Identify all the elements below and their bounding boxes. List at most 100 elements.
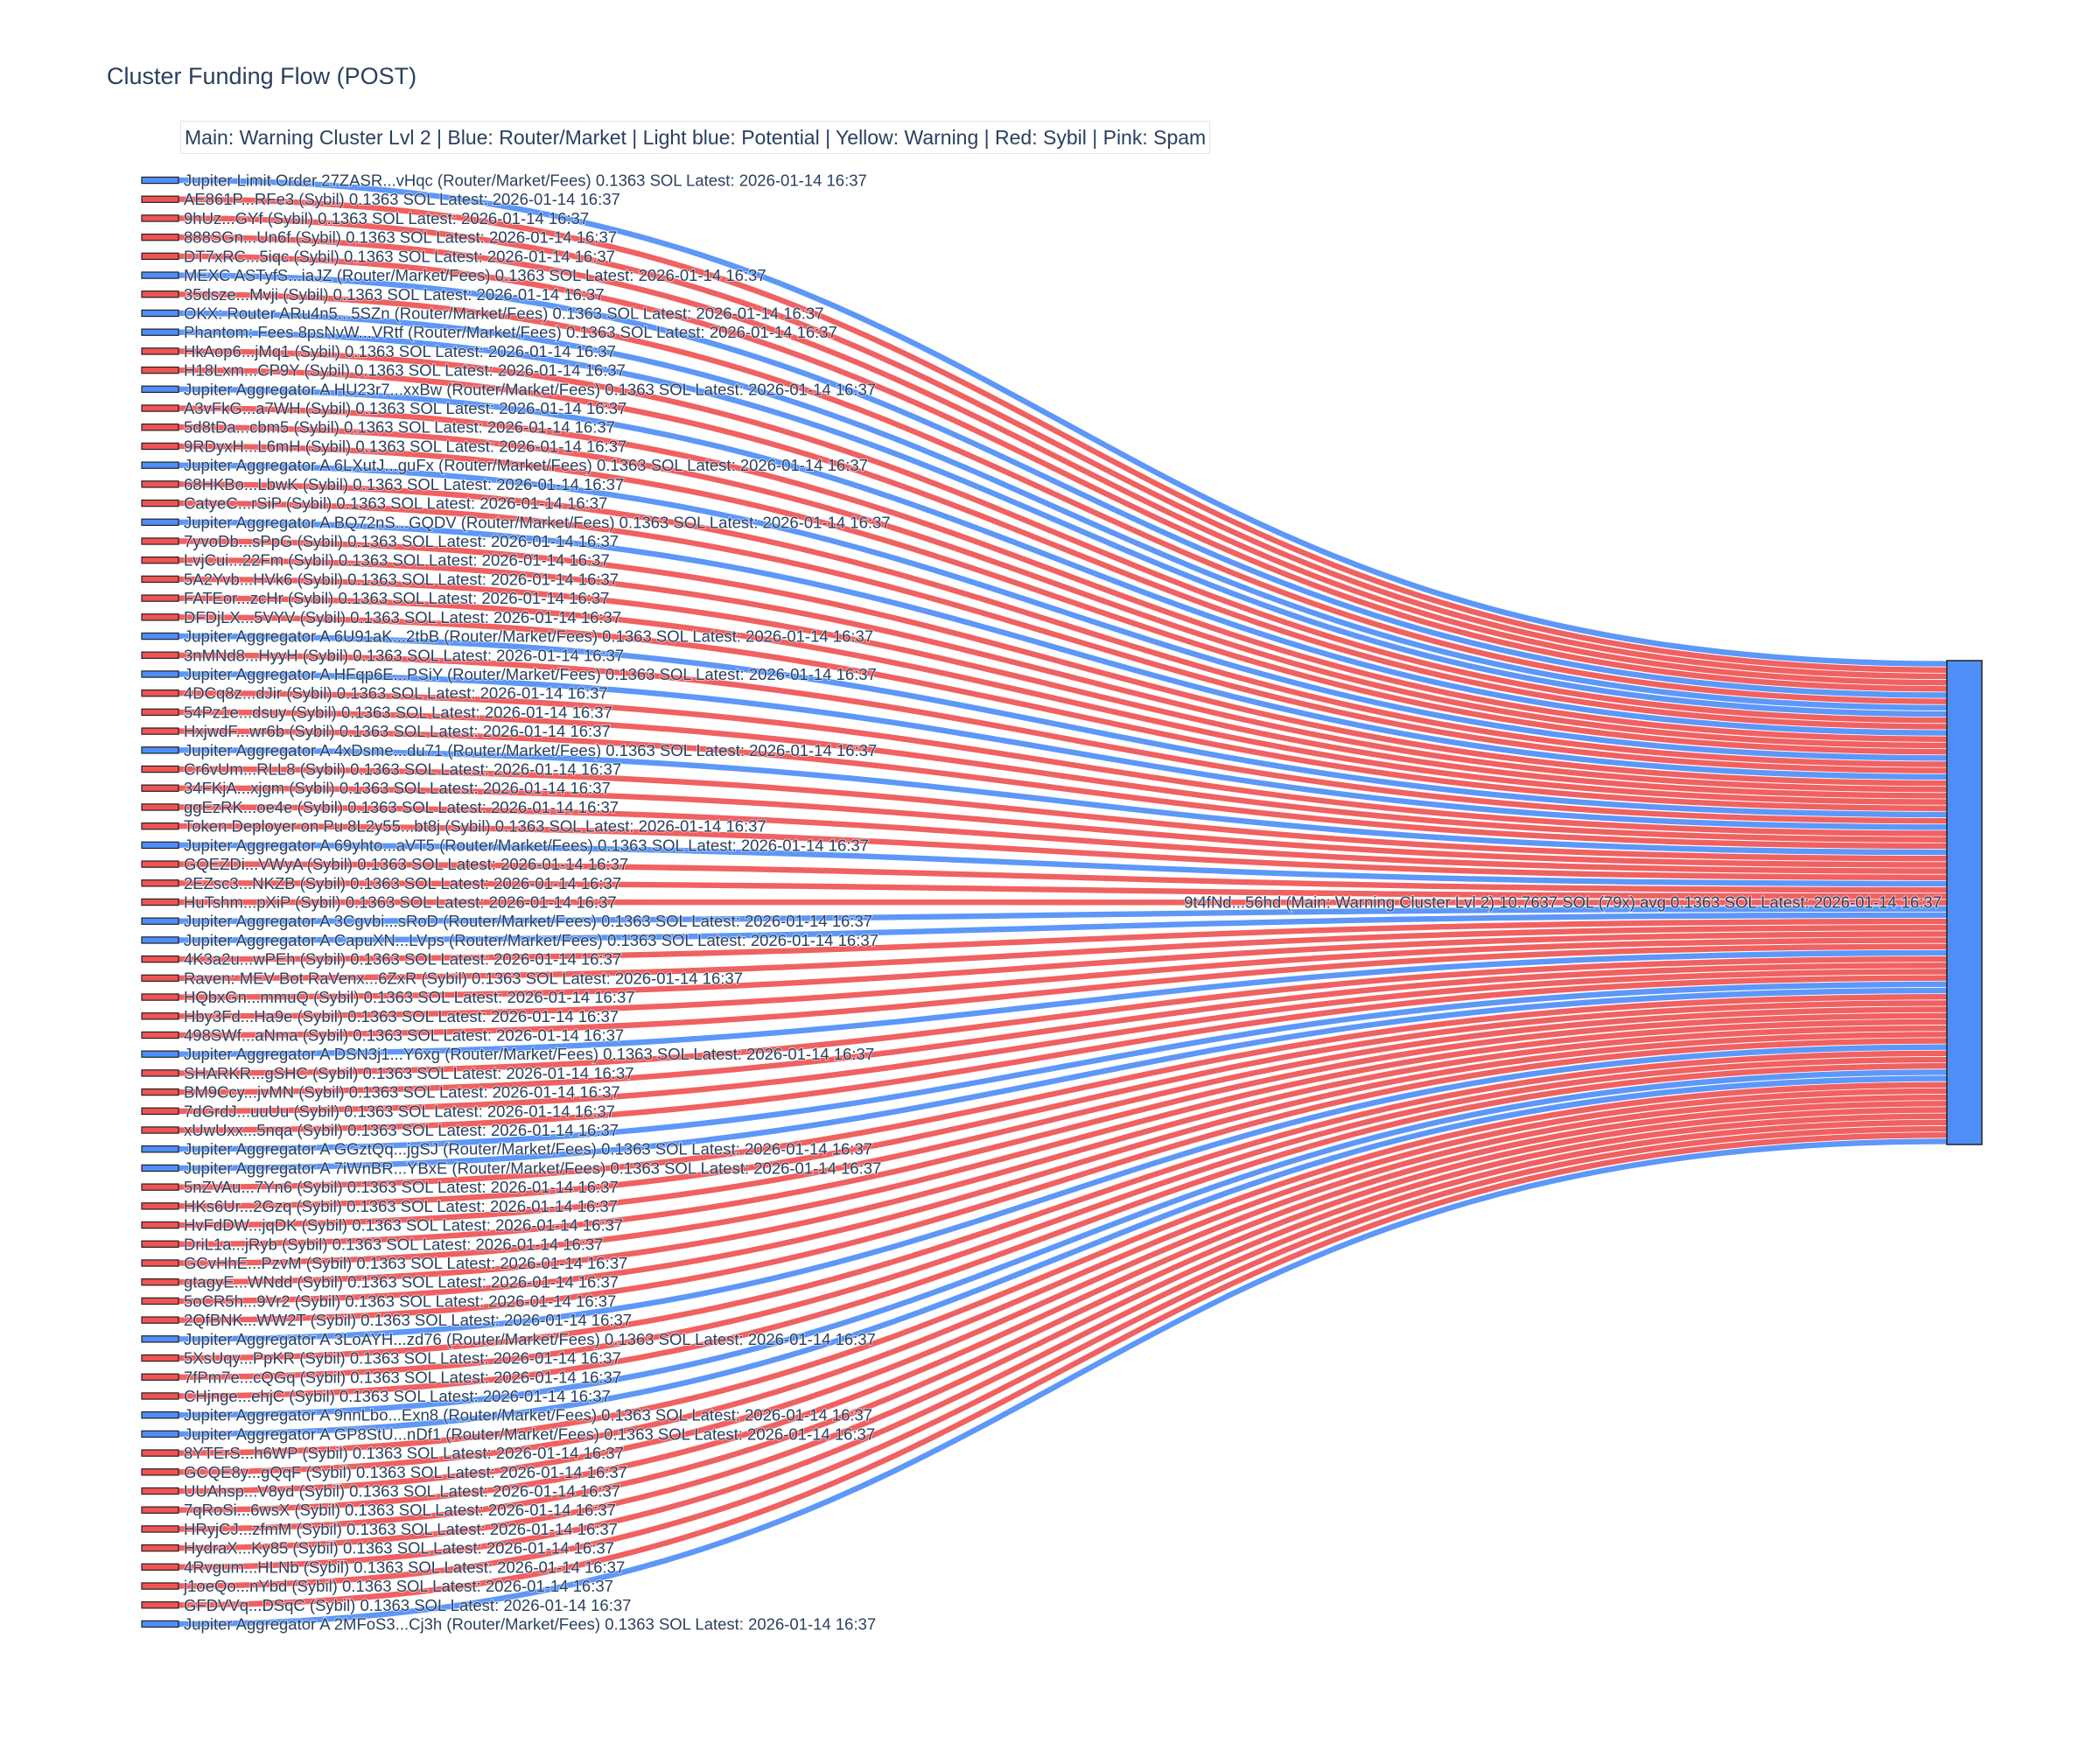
- source-node[interactable]: [141, 1316, 179, 1324]
- source-node[interactable]: [141, 1259, 179, 1267]
- flow-link[interactable]: [178, 386, 1948, 736]
- source-node[interactable]: [141, 727, 179, 735]
- source-node[interactable]: [141, 1468, 179, 1476]
- source-node[interactable]: [141, 309, 179, 318]
- flow-link[interactable]: [178, 633, 1948, 818]
- source-node[interactable]: [141, 1487, 179, 1495]
- source-node[interactable]: [141, 632, 179, 640]
- source-node[interactable]: [141, 670, 179, 678]
- flow-link[interactable]: [178, 861, 1948, 893]
- source-node[interactable]: [141, 1297, 179, 1306]
- source-node[interactable]: [141, 1410, 179, 1419]
- source-node[interactable]: [141, 233, 179, 242]
- flow-link[interactable]: [178, 462, 1948, 761]
- flow-link[interactable]: [178, 1113, 1948, 1551]
- flow-link[interactable]: [178, 652, 1948, 824]
- source-node[interactable]: [141, 537, 179, 545]
- flow-link[interactable]: [178, 538, 1948, 787]
- source-node[interactable]: [141, 195, 179, 203]
- source-node[interactable]: [141, 784, 179, 792]
- source-node[interactable]: [141, 613, 179, 621]
- source-node[interactable]: [141, 822, 179, 830]
- flow-link[interactable]: [178, 481, 1948, 767]
- source-node[interactable]: [141, 499, 179, 508]
- flow-link[interactable]: [178, 822, 1948, 880]
- source-node[interactable]: [141, 480, 179, 488]
- source-node[interactable]: [141, 1240, 179, 1248]
- flow-link[interactable]: [178, 766, 1948, 862]
- flow-link[interactable]: [178, 1038, 1948, 1323]
- flow-link[interactable]: [178, 253, 1948, 692]
- source-node[interactable]: [141, 955, 179, 963]
- flow-link[interactable]: [178, 595, 1948, 805]
- flow-link[interactable]: [178, 1107, 1948, 1532]
- flow-link[interactable]: [178, 962, 1948, 1096]
- flow-link[interactable]: [178, 443, 1948, 755]
- source-node[interactable]: [141, 1601, 179, 1609]
- flow-link[interactable]: [178, 937, 1948, 1019]
- flow-link[interactable]: [178, 1050, 1948, 1362]
- source-node[interactable]: [141, 328, 179, 336]
- source-node[interactable]: [141, 556, 179, 564]
- flow-link[interactable]: [178, 994, 1948, 1190]
- flow-link[interactable]: [178, 1119, 1948, 1571]
- flow-link[interactable]: [178, 906, 1948, 924]
- source-node[interactable]: [141, 1031, 179, 1040]
- source-node[interactable]: [141, 424, 179, 431]
- source-node[interactable]: [141, 1278, 179, 1286]
- source-node[interactable]: [141, 1202, 179, 1210]
- source-node[interactable]: [141, 442, 179, 451]
- flow-link[interactable]: [178, 234, 1948, 686]
- source-node[interactable]: [141, 841, 179, 850]
- source-node[interactable]: [141, 1221, 179, 1229]
- source-node[interactable]: [141, 271, 179, 279]
- flow-link[interactable]: [178, 500, 1948, 774]
- source-node[interactable]: [141, 689, 179, 697]
- flow-link[interactable]: [178, 1012, 1948, 1247]
- source-node[interactable]: [141, 1430, 179, 1438]
- flow-link[interactable]: [178, 291, 1948, 704]
- flow-link[interactable]: [178, 899, 1948, 906]
- flow-link[interactable]: [178, 842, 1948, 887]
- flow-link[interactable]: [178, 1138, 1948, 1628]
- source-node[interactable]: [141, 1107, 179, 1116]
- source-node[interactable]: [141, 1012, 179, 1020]
- flow-link[interactable]: [178, 969, 1948, 1115]
- flow-link[interactable]: [178, 949, 1948, 1057]
- source-node[interactable]: [141, 385, 179, 394]
- flow-link[interactable]: [178, 931, 1948, 1000]
- source-node[interactable]: [141, 1525, 179, 1533]
- flow-link[interactable]: [178, 614, 1948, 811]
- flow-link[interactable]: [178, 804, 1948, 874]
- source-node[interactable]: [141, 993, 179, 1001]
- flow-link[interactable]: [178, 912, 1948, 943]
- flow-link[interactable]: [178, 1000, 1948, 1209]
- flow-link[interactable]: [178, 925, 1948, 982]
- flow-link[interactable]: [178, 747, 1948, 856]
- source-node[interactable]: [141, 1088, 179, 1096]
- source-node[interactable]: [141, 1069, 179, 1077]
- flow-link[interactable]: [178, 981, 1948, 1152]
- flow-link[interactable]: [178, 956, 1948, 1076]
- flow-link[interactable]: [178, 177, 1948, 667]
- flow-link[interactable]: [178, 728, 1948, 850]
- flow-link[interactable]: [178, 424, 1948, 749]
- source-node[interactable]: [141, 594, 179, 602]
- source-node[interactable]: [141, 1164, 179, 1172]
- source-node[interactable]: [141, 176, 179, 185]
- flow-link[interactable]: [178, 272, 1948, 698]
- flow-link[interactable]: [178, 519, 1948, 780]
- source-node[interactable]: [141, 1563, 179, 1572]
- flow-link[interactable]: [178, 576, 1948, 799]
- source-node[interactable]: [141, 1392, 179, 1400]
- source-node[interactable]: [141, 347, 179, 355]
- flow-link[interactable]: [178, 1088, 1948, 1475]
- flow-link[interactable]: [178, 405, 1948, 742]
- source-node[interactable]: [141, 879, 179, 887]
- flow-link[interactable]: [178, 367, 1948, 730]
- source-node[interactable]: [141, 1373, 179, 1381]
- flow-link[interactable]: [178, 1075, 1948, 1438]
- flow-link[interactable]: [178, 671, 1948, 830]
- flow-link[interactable]: [178, 310, 1948, 711]
- flow-link[interactable]: [178, 1025, 1948, 1285]
